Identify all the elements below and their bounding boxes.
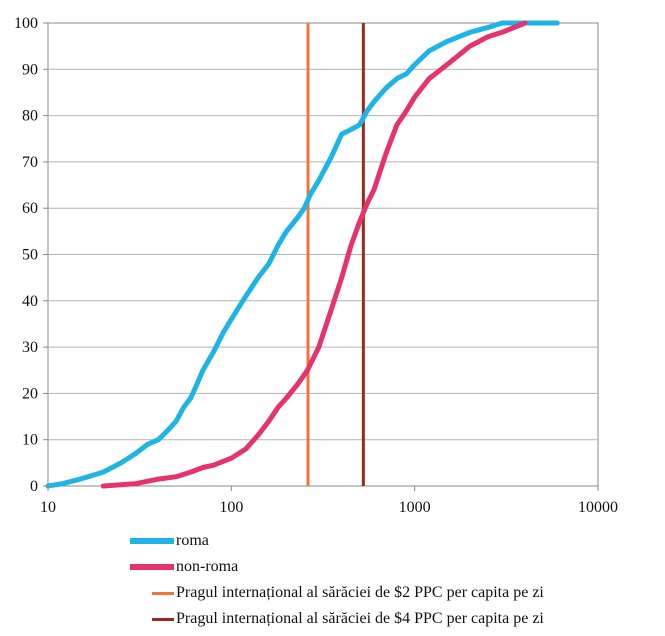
legend-swatch-poverty-line-2 bbox=[152, 591, 174, 595]
legend-item-poverty-line-4: Pragul internațional al sărăciei de $4 P… bbox=[130, 606, 544, 632]
y-axis-ticks: 0 10 20 30 40 50 60 70 80 90 100 bbox=[14, 15, 48, 495]
threshold-lines bbox=[306, 23, 365, 486]
x-axis-ticks: 10 100 1000 10000 bbox=[40, 486, 618, 516]
y-tick-label: 10 bbox=[22, 432, 38, 449]
y-tick-label: 40 bbox=[22, 293, 38, 310]
x-tick-label: 10000 bbox=[578, 499, 618, 516]
y-tick-label: 100 bbox=[14, 15, 38, 32]
series-line-non-roma bbox=[100, 20, 528, 489]
legend-item-roma: roma bbox=[130, 528, 544, 554]
y-tick-label: 80 bbox=[22, 108, 38, 125]
series-group bbox=[45, 20, 560, 489]
legend-swatch-roma bbox=[130, 538, 174, 544]
series-line-roma bbox=[45, 20, 560, 489]
legend: roma non-roma Pragul internațional al să… bbox=[130, 528, 544, 632]
x-tick-label: 1000 bbox=[399, 499, 431, 516]
legend-label-poverty-line-4: Pragul internațional al sărăciei de $4 P… bbox=[176, 610, 544, 627]
x-tick-label: 10 bbox=[40, 499, 56, 516]
y-tick-label: 30 bbox=[22, 339, 38, 356]
y-tick-label: 70 bbox=[22, 154, 38, 171]
y-tick-label: 90 bbox=[22, 61, 38, 78]
x-tick-label: 100 bbox=[219, 499, 243, 516]
legend-label-non-roma: non-roma bbox=[176, 558, 239, 575]
y-tick-label: 0 bbox=[30, 478, 38, 495]
legend-label-poverty-line-2: Pragul internațional al sărăciei de $2 P… bbox=[176, 584, 544, 601]
legend-item-poverty-line-2: Pragul internațional al sărăciei de $2 P… bbox=[130, 580, 544, 606]
legend-label-roma: roma bbox=[176, 532, 209, 549]
legend-item-non-roma: non-roma bbox=[130, 554, 544, 580]
legend-swatch-non-roma bbox=[130, 564, 174, 570]
y-tick-label: 60 bbox=[22, 200, 38, 217]
y-tick-label: 20 bbox=[22, 385, 38, 402]
gridlines bbox=[48, 68, 598, 441]
y-tick-label: 50 bbox=[22, 247, 38, 264]
legend-swatch-poverty-line-4 bbox=[152, 617, 174, 621]
